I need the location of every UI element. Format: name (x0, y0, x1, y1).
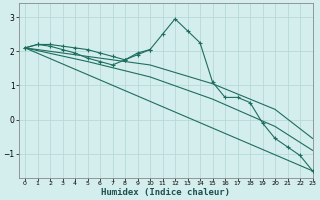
X-axis label: Humidex (Indice chaleur): Humidex (Indice chaleur) (101, 188, 230, 197)
